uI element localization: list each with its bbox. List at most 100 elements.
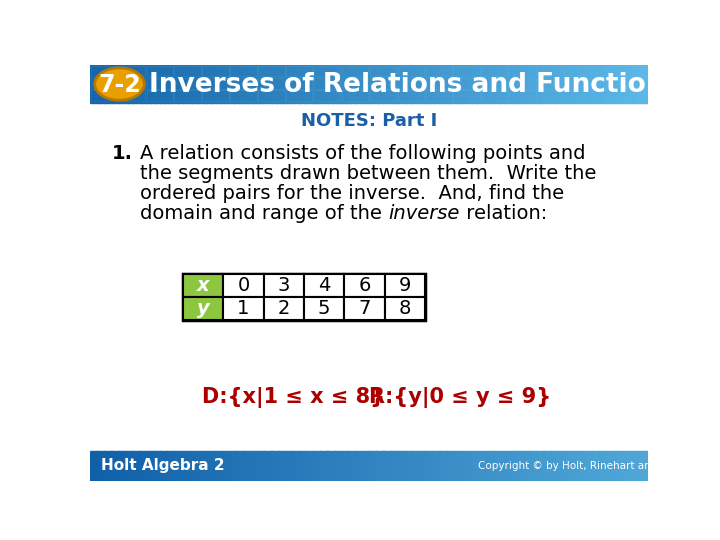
Text: 9: 9 <box>398 276 411 295</box>
Bar <box>266 65 272 103</box>
Bar <box>262 65 267 103</box>
Bar <box>97 451 104 481</box>
Bar <box>344 274 384 298</box>
Bar <box>141 65 147 103</box>
Bar <box>332 65 337 103</box>
Bar <box>281 65 286 103</box>
Bar <box>426 78 452 89</box>
Bar <box>271 65 276 103</box>
Bar <box>629 65 635 103</box>
Bar <box>606 65 611 103</box>
Text: 3: 3 <box>278 276 290 295</box>
Bar <box>541 65 546 103</box>
Bar <box>569 65 575 103</box>
Bar <box>634 65 639 103</box>
Text: Copyright © by Holt, Rinehart and Winston. All Rights Reserved.: Copyright © by Holt, Rinehart and Winsto… <box>477 461 720 471</box>
Bar <box>641 451 649 481</box>
Text: 5: 5 <box>318 299 330 319</box>
Bar <box>150 65 156 103</box>
Bar <box>415 65 421 103</box>
Bar <box>304 65 310 103</box>
Bar <box>344 298 384 320</box>
Bar <box>202 65 229 76</box>
Text: relation:: relation: <box>460 204 547 223</box>
Bar <box>364 65 370 103</box>
Bar <box>169 65 174 103</box>
Bar <box>613 451 621 481</box>
Bar <box>334 451 342 481</box>
Text: A relation consists of the following points and: A relation consists of the following poi… <box>140 144 586 163</box>
Bar <box>429 65 435 103</box>
Bar <box>593 65 619 76</box>
Bar <box>411 65 416 103</box>
Bar <box>264 298 304 320</box>
Bar <box>404 451 412 481</box>
Bar <box>550 65 556 103</box>
Bar <box>571 451 579 481</box>
Bar <box>286 65 312 76</box>
Text: 1.: 1. <box>112 144 132 163</box>
Bar <box>370 78 396 89</box>
Bar <box>585 451 593 481</box>
Bar <box>122 65 128 103</box>
Bar <box>621 65 647 76</box>
Bar <box>513 65 518 103</box>
Bar <box>243 65 249 103</box>
Bar <box>616 65 621 103</box>
Bar <box>91 90 117 101</box>
Bar <box>601 65 607 103</box>
Bar <box>222 451 230 481</box>
Bar <box>119 65 145 76</box>
Bar <box>211 65 216 103</box>
Bar <box>179 65 184 103</box>
Bar <box>183 274 425 320</box>
Text: the segments drawn between them.  Write the: the segments drawn between them. Write t… <box>140 164 597 183</box>
Bar <box>341 65 346 103</box>
Bar <box>119 78 145 89</box>
Bar <box>593 90 619 101</box>
Bar <box>397 65 402 103</box>
Text: 8: 8 <box>398 299 411 319</box>
Bar <box>258 78 284 89</box>
Bar <box>564 65 570 103</box>
Bar <box>425 65 431 103</box>
Bar <box>620 451 628 481</box>
Bar <box>264 274 304 298</box>
Bar <box>243 451 251 481</box>
Bar <box>487 451 495 481</box>
Text: D:{x|1 ≤ x ≤ 8}: D:{x|1 ≤ x ≤ 8} <box>202 387 385 408</box>
Bar <box>406 65 412 103</box>
Bar <box>593 451 600 481</box>
Bar <box>174 65 201 76</box>
Bar <box>369 451 377 481</box>
Bar <box>397 78 424 89</box>
Bar <box>550 451 558 481</box>
Bar <box>537 65 564 76</box>
Bar <box>125 451 132 481</box>
Bar <box>472 65 477 103</box>
Bar <box>593 78 619 89</box>
Bar <box>454 90 480 101</box>
Bar <box>286 90 312 101</box>
Bar <box>209 451 216 481</box>
Bar <box>559 65 565 103</box>
Bar <box>578 451 586 481</box>
Bar <box>174 78 201 89</box>
Text: 2: 2 <box>278 299 290 319</box>
Bar <box>467 451 474 481</box>
Bar <box>132 451 140 481</box>
Bar <box>91 65 117 76</box>
Bar <box>453 451 461 481</box>
Text: 1: 1 <box>238 299 250 319</box>
Bar <box>490 65 495 103</box>
Bar <box>564 451 572 481</box>
Bar <box>147 65 173 76</box>
Bar <box>167 451 174 481</box>
Bar <box>294 65 300 103</box>
Bar <box>276 65 282 103</box>
Bar <box>104 451 112 481</box>
Text: Inverses of Relations and Functions: Inverses of Relations and Functions <box>149 72 680 98</box>
Bar <box>481 65 486 103</box>
Text: 0: 0 <box>238 276 250 295</box>
Bar <box>565 65 591 76</box>
